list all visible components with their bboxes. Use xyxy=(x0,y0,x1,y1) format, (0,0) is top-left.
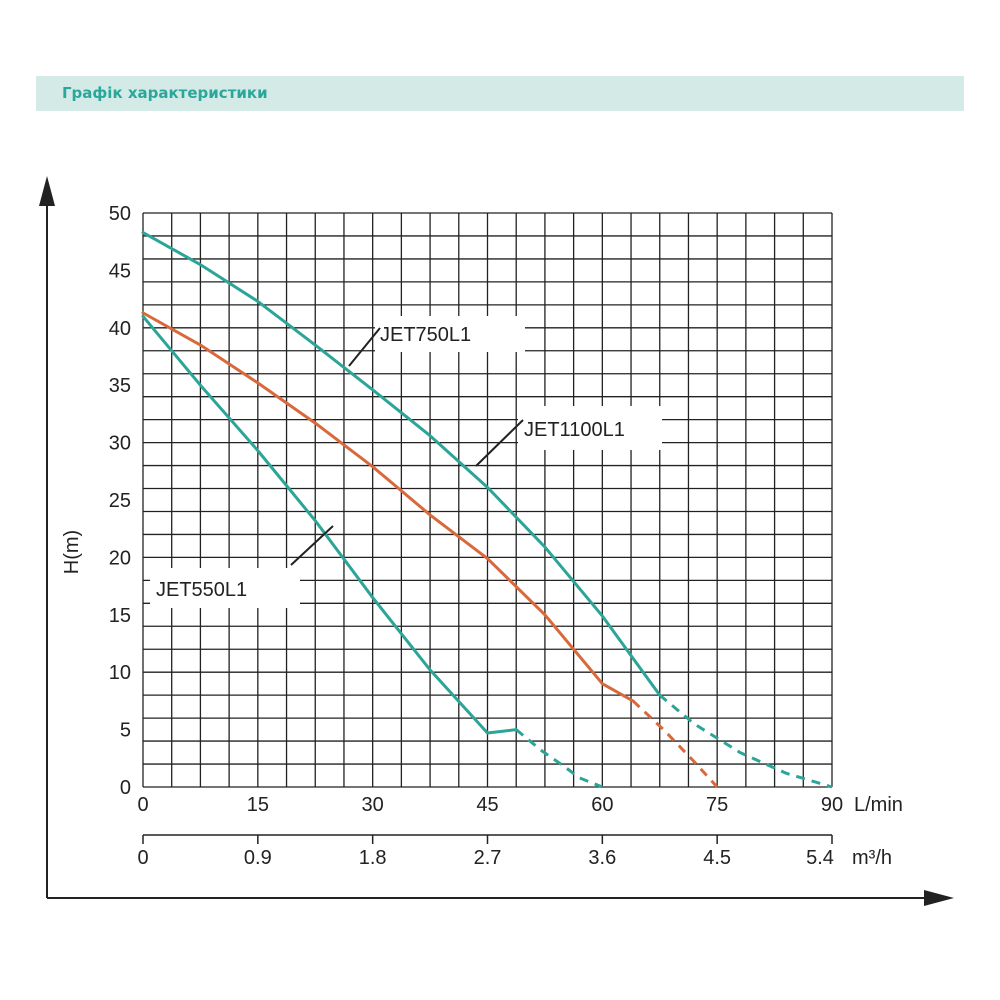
series-label-leader xyxy=(348,327,381,367)
y-tick-label: 45 xyxy=(109,260,131,282)
y-tick-label: 15 xyxy=(109,605,131,627)
series-label-leader xyxy=(290,525,334,566)
series-label-jet750l1: JET750L1 xyxy=(380,324,471,346)
x2-tick-label: 3.6 xyxy=(588,847,616,869)
series-dashed-jet750l1 xyxy=(658,694,833,789)
x2-tick-label: 4.5 xyxy=(703,847,731,869)
x-tick-label: 90 xyxy=(821,794,843,816)
x-tick-label: 75 xyxy=(706,794,728,816)
x-axis-arrow-icon xyxy=(924,890,954,906)
header-band: Графік характеристики xyxy=(36,76,964,111)
series-label-box xyxy=(518,406,662,450)
y-tick-label: 40 xyxy=(109,318,131,340)
y-tick-label: 35 xyxy=(109,375,131,397)
y-tick-label: 50 xyxy=(109,203,131,225)
y-axis-label: H(m) xyxy=(61,530,83,574)
series-dashed-jet550l1 xyxy=(515,728,603,789)
series-line-jet550l1 xyxy=(141,314,518,735)
x2-tick-label: 0 xyxy=(137,847,148,869)
y-tick-label: 10 xyxy=(109,662,131,684)
y-tick-label: 5 xyxy=(120,720,131,742)
x2-tick-label: 5.4 xyxy=(806,847,834,869)
y-tick-label: 30 xyxy=(109,433,131,455)
series-line-jet1100l1 xyxy=(141,311,635,703)
series-dashed-jet1100l1 xyxy=(631,699,719,789)
x2-tick-label: 1.8 xyxy=(359,847,387,869)
y-tick-label: 25 xyxy=(109,490,131,512)
series-line-jet750l1 xyxy=(141,231,662,697)
series-label-box xyxy=(150,568,300,608)
y-tick-label: 0 xyxy=(120,777,131,799)
page-title: Графік характеристики xyxy=(62,84,268,102)
x-tick-label: 60 xyxy=(591,794,613,816)
x-tick-label: 45 xyxy=(476,794,498,816)
y-axis-arrow-icon xyxy=(39,176,55,206)
y-tick-label: 20 xyxy=(109,547,131,569)
x-tick-label: 30 xyxy=(362,794,384,816)
series-label-jet1100l1: JET1100L1 xyxy=(524,419,625,441)
x2-axis-label: m³/h xyxy=(852,847,892,869)
series-label-leader xyxy=(475,419,524,467)
x-tick-label: 0 xyxy=(137,794,148,816)
x-tick-label: 15 xyxy=(247,794,269,816)
x2-tick-label: 2.7 xyxy=(474,847,502,869)
series-label-box xyxy=(375,316,525,352)
x-axis-label: L/min xyxy=(854,794,903,816)
x2-tick-label: 0.9 xyxy=(244,847,272,869)
series-label-jet550l1: JET550L1 xyxy=(156,579,247,601)
